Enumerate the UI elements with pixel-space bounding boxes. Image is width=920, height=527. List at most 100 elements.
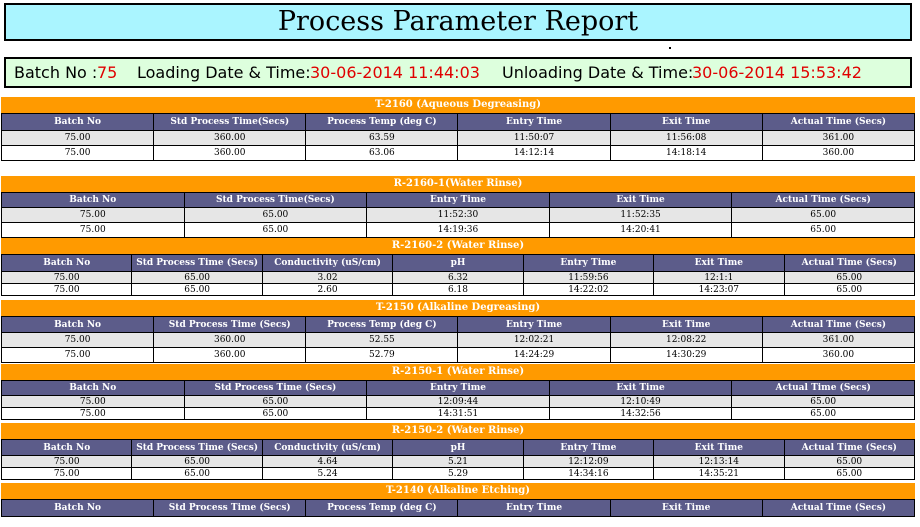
table-cell: 12:08:22 xyxy=(609,332,763,348)
table-row: 75.00 65.00 12:09:44 12:10:49 65.00 xyxy=(1,395,915,408)
table-cell: 14:24:29 xyxy=(457,347,611,363)
section-title: T-2140 (Alkaline Etching) xyxy=(1,483,915,499)
process-section: R-2150-1 (Water Rinse) Batch No Std Proces… xyxy=(1,364,915,420)
section-title: R-2150-2 (Water Rinse) xyxy=(1,423,915,439)
section-table: Batch No Std Process Time (Secs) Conductiv… xyxy=(0,439,916,480)
section-table: Batch No Std Process Time (Secs) Process T… xyxy=(0,316,916,363)
section-title: T-2160 (Aqueous Degreasing) xyxy=(1,97,915,113)
table-cell: 5.21 xyxy=(392,455,524,468)
table-cell: 65.00 xyxy=(131,455,263,468)
column-header: Std Process Time(Secs) xyxy=(153,113,307,131)
column-header: Entry Time xyxy=(457,113,611,131)
table-row: 75.00 360.00 52.55 12:02:21 12:08:22 361.00 xyxy=(0,332,916,348)
table-cell: 12:02:21 xyxy=(457,332,611,348)
table-cell: 5.29 xyxy=(392,467,524,480)
table-cell: 12:09:44 xyxy=(366,395,550,408)
column-header: Exit Time xyxy=(548,380,733,396)
table-row: 75.00 65.00 14:19:36 14:20:41 65.00 xyxy=(1,222,915,238)
process-section: R-2160-2 (Water Rinse) Batch No Std Proces… xyxy=(0,238,916,296)
table-cell: 3.02 xyxy=(261,271,394,284)
column-header: Exit Time xyxy=(653,254,785,272)
table-cell: 65.00 xyxy=(731,407,915,420)
section-table: Batch No Std Process Time (Secs) Conductiv… xyxy=(0,254,916,296)
column-header: Std Process Time (Secs) xyxy=(131,254,263,272)
table-header-row: Batch No Std Process Time(Secs) Entry Time… xyxy=(1,192,915,208)
table-cell: 14:30:29 xyxy=(609,347,763,363)
table-row: 75.00 65.00 11:52:30 11:52:35 65.00 xyxy=(1,207,915,223)
table-header-row: Batch No Std Process Time (Secs) Process T… xyxy=(0,499,916,517)
table-row: 75.00 360.00 63.59 11:50:07 11:56:08 361.00 xyxy=(0,130,916,146)
section-title: T-2150 (Alkaline Degreasing) xyxy=(1,300,915,316)
column-header: Std Process Time (Secs) xyxy=(153,499,307,517)
table-cell: 65.00 xyxy=(731,222,915,238)
table-cell: 14:35:21 xyxy=(653,467,785,480)
table-cell: 361.00 xyxy=(761,332,916,348)
column-header: Process Temp (deg C) xyxy=(305,499,459,517)
table-cell: 360.00 xyxy=(153,332,307,348)
table-cell: 360.00 xyxy=(153,145,307,161)
table-cell: 52.79 xyxy=(305,347,459,363)
table-cell: 65.00 xyxy=(131,283,263,296)
column-header: Entry Time xyxy=(366,380,550,396)
table-cell: 65.00 xyxy=(731,395,915,408)
batch-no-value: 75 xyxy=(97,63,118,82)
column-header: Entry Time xyxy=(457,316,611,333)
column-header: Std Process Time(Secs) xyxy=(183,192,368,208)
column-header: Batch No xyxy=(0,499,155,517)
table-cell: 360.00 xyxy=(761,347,916,363)
report-title: Process Parameter Report xyxy=(4,3,912,41)
table-row: 75.00 65.00 2.60 6.18 14:22:02 14:23:07 65.00 xyxy=(0,283,916,296)
column-header: Actual Time (Secs) xyxy=(731,380,915,396)
column-header: Conductivity (uS/cm) xyxy=(261,254,394,272)
table-cell: 12:1:1 xyxy=(653,271,785,284)
table-cell: 11:52:35 xyxy=(548,207,733,223)
column-header: Actual Time (Secs) xyxy=(761,316,916,333)
process-section: R-2160-1(Water Rinse) Batch No Std Process… xyxy=(1,176,915,238)
column-header: Actual Time (Secs) xyxy=(761,113,916,131)
loading-label: Loading Date & Time: xyxy=(137,63,311,82)
column-header: Conductivity (uS/cm) xyxy=(261,439,394,456)
table-cell: 65.00 xyxy=(183,407,368,420)
column-header: Batch No xyxy=(0,316,155,333)
section-table: Batch No Std Process Time (Secs) Entry Tim… xyxy=(1,380,915,420)
process-section: T-2140 (Alkaline Etching) Batch No Std Pro… xyxy=(0,483,916,517)
table-cell: 2.60 xyxy=(261,283,394,296)
column-header: Process Temp (deg C) xyxy=(305,113,459,131)
column-header: Actual Time (Secs) xyxy=(783,439,916,456)
table-row: 75.00 65.00 4.64 5.21 12:12:09 12:13:14 65.00 xyxy=(0,455,916,468)
table-cell: 11:50:07 xyxy=(457,130,611,146)
table-cell: 65.00 xyxy=(183,395,368,408)
batch-no-label: Batch No : xyxy=(14,63,98,82)
column-header: Entry Time xyxy=(522,439,655,456)
table-row: 75.00 65.00 3.02 6.32 11:59:56 12:1:1 65.00 xyxy=(0,271,916,284)
process-section: T-2150 (Alkaline Degreasing) Batch No Std … xyxy=(0,300,916,363)
section-table: Batch No Std Process Time (Secs) Process T… xyxy=(0,499,916,517)
table-cell: 14:22:02 xyxy=(522,283,655,296)
table-row: 75.00 65.00 5.24 5.29 14:34:16 14:35:21 65.00 xyxy=(0,467,916,480)
table-row: 75.00 65.00 14:31:51 14:32:56 65.00 xyxy=(1,407,915,420)
table-row: 75.00 360.00 52.79 14:24:29 14:30:29 360.00 xyxy=(0,347,916,363)
column-header: Entry Time xyxy=(522,254,655,272)
table-header-row: Batch No Std Process Time (Secs) Conductiv… xyxy=(0,254,916,272)
column-header: Actual Time (Secs) xyxy=(783,254,916,272)
table-cell: 11:56:08 xyxy=(609,130,763,146)
table-cell: 12:10:49 xyxy=(548,395,733,408)
table-cell: 75.00 xyxy=(0,283,133,296)
unloading-value: 30-06-2014 15:53:42 xyxy=(692,63,862,82)
table-cell: 65.00 xyxy=(783,467,916,480)
table-cell: 75.00 xyxy=(0,271,133,284)
table-cell: 65.00 xyxy=(131,271,263,284)
column-header: Exit Time xyxy=(609,113,763,131)
unloading-label: Unloading Date & Time: xyxy=(502,63,694,82)
table-cell: 75.00 xyxy=(0,332,155,348)
column-header: Exit Time xyxy=(609,499,763,517)
column-header: pH xyxy=(392,254,524,272)
table-cell: 14:23:07 xyxy=(653,283,785,296)
table-header-row: Batch No Std Process Time(Secs) Process Te… xyxy=(0,113,916,131)
table-cell: 75.00 xyxy=(0,130,155,146)
table-cell: 65.00 xyxy=(183,207,368,223)
table-cell: 65.00 xyxy=(183,222,368,238)
column-header: Batch No xyxy=(1,192,185,208)
section-title: R-2150-1 (Water Rinse) xyxy=(1,364,915,380)
section-table: Batch No Std Process Time(Secs) Process Te… xyxy=(0,113,916,161)
